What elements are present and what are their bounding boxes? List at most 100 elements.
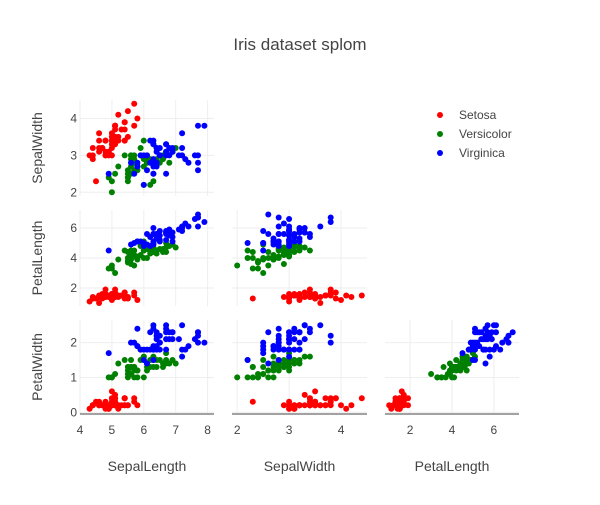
point-versicolor[interactable] xyxy=(442,374,449,381)
point-virginica[interactable] xyxy=(301,225,308,231)
point-setosa[interactable] xyxy=(296,402,303,409)
point-versicolor[interactable] xyxy=(108,265,115,272)
point-virginica[interactable] xyxy=(270,343,277,350)
point-virginica[interactable] xyxy=(275,332,282,339)
point-virginica[interactable] xyxy=(201,219,208,225)
point-versicolor[interactable] xyxy=(265,249,272,255)
point-virginica[interactable] xyxy=(185,159,192,166)
point-setosa[interactable] xyxy=(291,405,298,412)
point-setosa[interactable] xyxy=(112,286,119,293)
point-versicolor[interactable] xyxy=(286,367,293,374)
point-virginica[interactable] xyxy=(497,346,504,353)
point-versicolor[interactable] xyxy=(265,374,272,381)
point-setosa[interactable] xyxy=(96,137,103,144)
point-virginica[interactable] xyxy=(275,243,282,249)
point-setosa[interactable] xyxy=(96,294,103,300)
point-versicolor[interactable] xyxy=(260,255,267,261)
point-virginica[interactable] xyxy=(265,360,272,367)
point-versicolor[interactable] xyxy=(434,374,441,381)
point-virginica[interactable] xyxy=(486,346,493,353)
point-setosa[interactable] xyxy=(131,100,138,107)
point-virginica[interactable] xyxy=(291,346,298,353)
point-versicolor[interactable] xyxy=(260,270,267,276)
point-setosa[interactable] xyxy=(108,141,115,148)
point-setosa[interactable] xyxy=(405,402,411,409)
point-virginica[interactable] xyxy=(137,346,144,353)
point-versicolor[interactable] xyxy=(244,247,251,254)
point-setosa[interactable] xyxy=(312,388,319,395)
point-setosa[interactable] xyxy=(118,292,125,299)
point-versicolor[interactable] xyxy=(280,364,287,370)
point-versicolor[interactable] xyxy=(260,371,267,377)
point-setosa[interactable] xyxy=(124,402,131,409)
point-virginica[interactable] xyxy=(291,238,298,245)
point-setosa[interactable] xyxy=(306,292,313,299)
point-setosa[interactable] xyxy=(306,402,313,409)
point-versicolor[interactable] xyxy=(131,374,138,381)
point-versicolor[interactable] xyxy=(440,364,447,370)
point-virginica[interactable] xyxy=(478,336,485,343)
point-virginica[interactable] xyxy=(493,343,499,350)
point-setosa[interactable] xyxy=(327,286,334,293)
point-versicolor[interactable] xyxy=(275,364,282,370)
point-virginica[interactable] xyxy=(301,229,308,236)
point-virginica[interactable] xyxy=(327,332,334,339)
point-versicolor[interactable] xyxy=(455,364,462,370)
point-setosa[interactable] xyxy=(280,294,287,300)
point-virginica[interactable] xyxy=(482,360,489,367)
point-versicolor[interactable] xyxy=(115,256,122,263)
point-virginica[interactable] xyxy=(147,329,154,336)
point-versicolor[interactable] xyxy=(234,374,241,381)
point-setosa[interactable] xyxy=(131,398,138,405)
legend-item-virginica[interactable]: Virginica xyxy=(437,146,505,160)
point-virginica[interactable] xyxy=(105,247,112,254)
point-virginica[interactable] xyxy=(153,332,160,339)
point-virginica[interactable] xyxy=(179,130,186,137)
point-setosa[interactable] xyxy=(102,398,109,405)
point-setosa[interactable] xyxy=(124,133,131,140)
point-versicolor[interactable] xyxy=(115,360,122,367)
point-virginica[interactable] xyxy=(296,226,303,233)
point-virginica[interactable] xyxy=(286,243,293,249)
point-virginica[interactable] xyxy=(179,228,186,234)
point-versicolor[interactable] xyxy=(124,374,131,381)
point-virginica[interactable] xyxy=(265,211,272,218)
point-virginica[interactable] xyxy=(105,170,112,177)
point-virginica[interactable] xyxy=(147,137,154,144)
point-virginica[interactable] xyxy=(286,353,293,360)
point-virginica[interactable] xyxy=(156,237,163,243)
point-versicolor[interactable] xyxy=(265,367,272,374)
point-versicolor[interactable] xyxy=(128,357,134,363)
point-virginica[interactable] xyxy=(465,346,472,353)
point-setosa[interactable] xyxy=(301,289,308,296)
point-virginica[interactable] xyxy=(163,336,170,343)
point-virginica[interactable] xyxy=(201,339,208,346)
point-virginica[interactable] xyxy=(472,346,478,353)
point-setosa[interactable] xyxy=(317,402,324,409)
point-setosa[interactable] xyxy=(327,395,334,402)
point-virginica[interactable] xyxy=(105,350,112,357)
point-versicolor[interactable] xyxy=(270,374,277,381)
point-setosa[interactable] xyxy=(102,294,109,300)
point-setosa[interactable] xyxy=(358,395,365,402)
point-virginica[interactable] xyxy=(175,336,182,343)
point-setosa[interactable] xyxy=(102,286,109,293)
point-versicolor[interactable] xyxy=(291,357,298,363)
point-versicolor[interactable] xyxy=(249,364,256,370)
point-versicolor[interactable] xyxy=(121,357,128,363)
point-virginica[interactable] xyxy=(179,346,186,353)
point-virginica[interactable] xyxy=(327,219,334,225)
point-versicolor[interactable] xyxy=(296,247,303,254)
point-virginica[interactable] xyxy=(179,353,186,360)
point-virginica[interactable] xyxy=(150,159,157,166)
point-virginica[interactable] xyxy=(134,163,141,170)
point-setosa[interactable] xyxy=(327,402,334,409)
point-versicolor[interactable] xyxy=(112,371,119,377)
point-setosa[interactable] xyxy=(96,402,103,409)
point-virginica[interactable] xyxy=(480,346,487,353)
point-virginica[interactable] xyxy=(195,167,201,174)
point-versicolor[interactable] xyxy=(296,243,303,249)
point-virginica[interactable] xyxy=(195,339,201,346)
point-virginica[interactable] xyxy=(486,353,493,360)
point-setosa[interactable] xyxy=(131,289,138,296)
